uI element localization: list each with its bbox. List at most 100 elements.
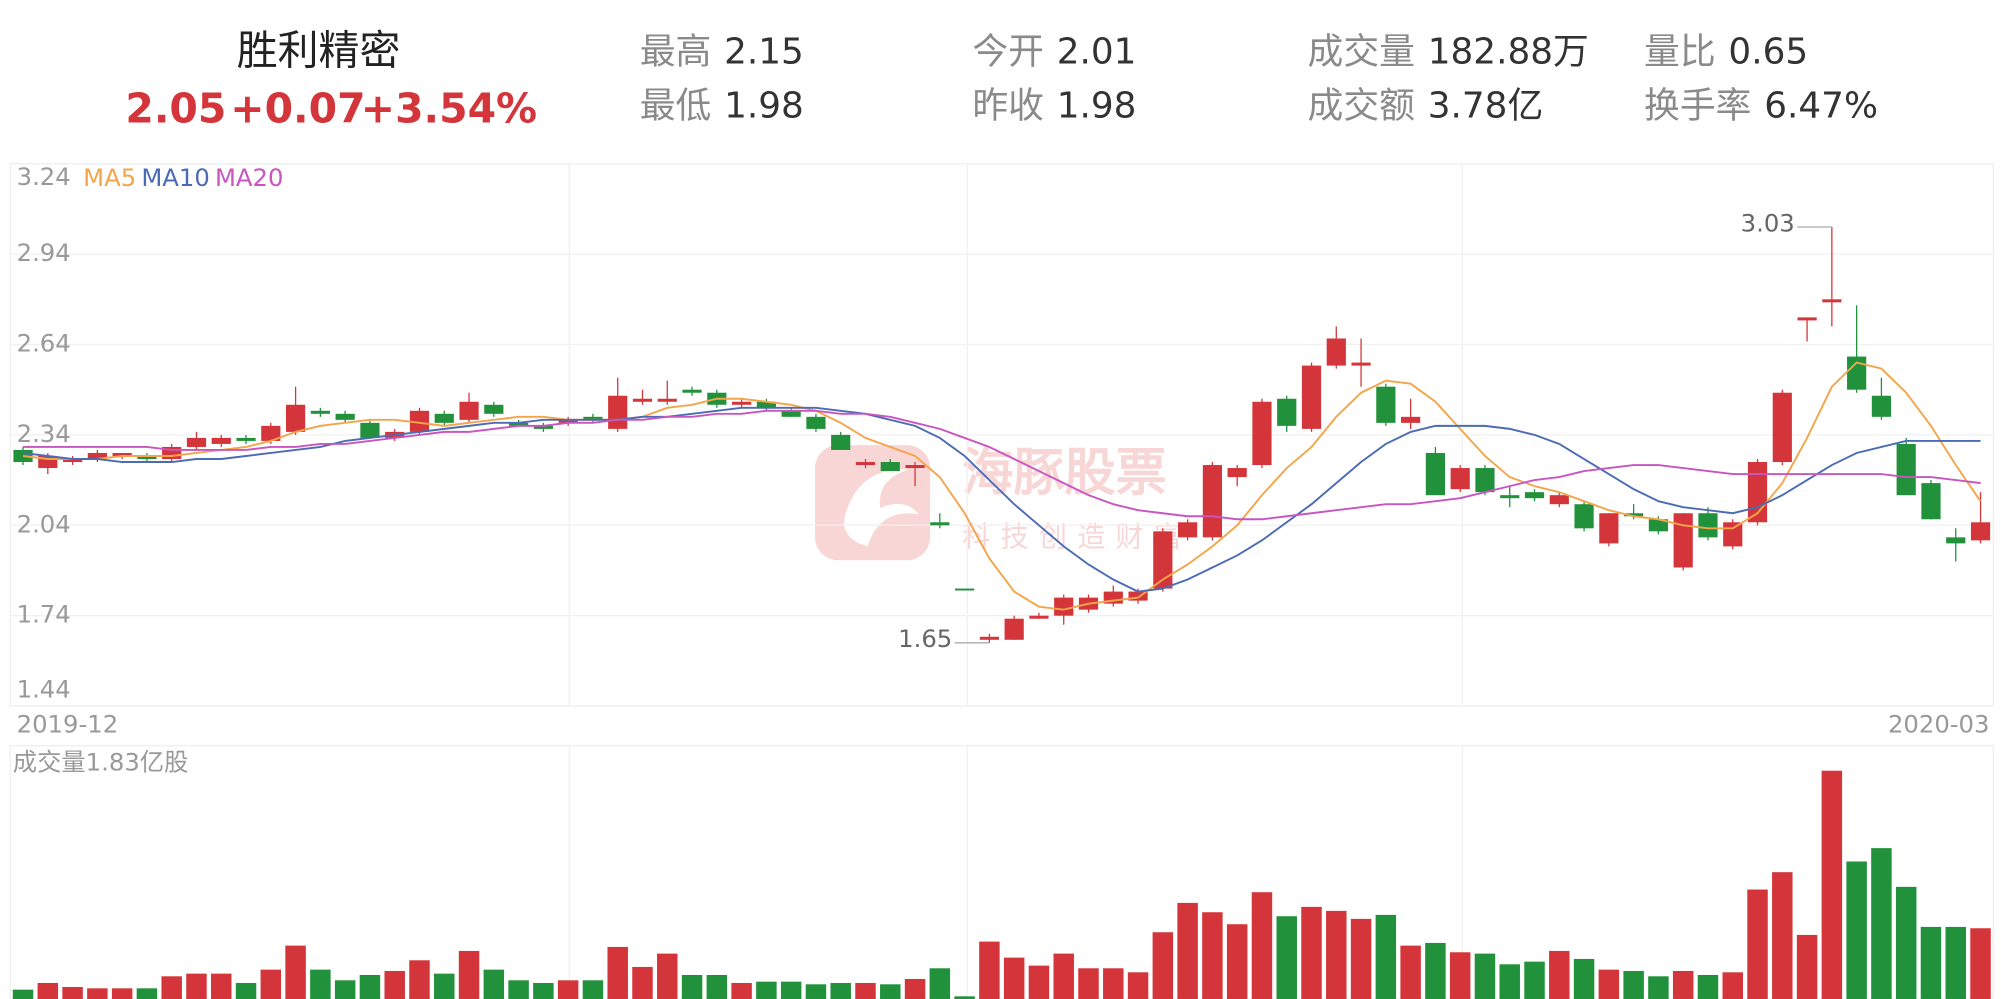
- volume-bar: [1772, 872, 1793, 999]
- candle-body: [335, 413, 355, 420]
- volume-bar: [756, 981, 777, 999]
- volume-bar: [260, 969, 282, 999]
- volume-bar: [1474, 953, 1496, 999]
- volume-bar: [1524, 961, 1545, 999]
- candle-body: [459, 401, 479, 420]
- legend-entry: MA5: [83, 163, 136, 192]
- watermark-subtitle: 科技创造财富: [962, 521, 1192, 554]
- watermark: 海豚股票 科技创造财富: [814, 444, 1192, 561]
- volume-bar: [235, 982, 257, 999]
- candle-body: [484, 404, 504, 414]
- candle-body: [137, 455, 157, 460]
- volume-bar: [1970, 928, 1991, 999]
- candle-body: [1970, 522, 1991, 541]
- volume-bar: [929, 968, 951, 999]
- candle-body: [1946, 537, 1966, 544]
- candle-body: [855, 462, 876, 466]
- volume-bar: [1672, 970, 1694, 999]
- candle-body: [880, 462, 900, 472]
- stat-value: 2.01: [1057, 32, 1137, 73]
- volume-bar: [1326, 910, 1347, 999]
- volume-bar: [1648, 976, 1669, 999]
- volume-bar: [409, 960, 430, 999]
- candle-body: [1425, 452, 1445, 496]
- volume-bar: [310, 969, 331, 999]
- stat-label: 今开: [972, 32, 1044, 73]
- candle-body: [1054, 597, 1074, 616]
- y-tick-label: 2.04: [17, 509, 71, 538]
- stat-label: 昨收: [972, 85, 1044, 126]
- candle-body: [632, 398, 653, 402]
- stat-label: 成交量: [1308, 32, 1415, 73]
- candle-body: [608, 395, 628, 429]
- stat-label: 量比: [1644, 32, 1716, 73]
- candle-body: [930, 522, 950, 526]
- volume-bar: [1697, 974, 1719, 999]
- volume-bar: [1127, 972, 1149, 999]
- stat-value: 6.47%: [1764, 85, 1878, 126]
- volume-bar: [1598, 969, 1620, 999]
- volume-bar: [62, 986, 83, 999]
- volume-bar: [12, 989, 34, 999]
- stock-name: 胜利精密: [237, 27, 401, 75]
- watermark-title: 海豚股票: [962, 444, 1167, 503]
- stat-value: 1.98: [1057, 85, 1137, 126]
- candle-body: [682, 389, 702, 393]
- volume-bar: [1103, 968, 1124, 999]
- price: 2.05: [125, 84, 226, 132]
- volume-panel: [9, 745, 1994, 999]
- volume-bar: [880, 984, 901, 999]
- stat-value: 182.88万: [1428, 32, 1589, 73]
- volume-bar: [211, 973, 232, 999]
- candle-body: [1524, 492, 1545, 499]
- candle-body: [1202, 465, 1222, 538]
- volume-bar: [1276, 916, 1297, 999]
- volume-bar: [830, 982, 851, 999]
- volume-bar: [1573, 958, 1595, 999]
- volume-bar: [904, 978, 926, 999]
- volume-bar: [1028, 965, 1050, 999]
- volume-bar: [805, 984, 827, 999]
- candle-body: [1376, 386, 1396, 423]
- candle-body: [112, 452, 132, 456]
- candle-body: [1896, 443, 1916, 496]
- volume-bar: [557, 980, 579, 999]
- legend-entry: MA10: [141, 163, 210, 192]
- volume-bar: [483, 969, 505, 999]
- candle-body: [1500, 495, 1520, 499]
- candle-body: [955, 588, 975, 591]
- candle-body: [1648, 519, 1669, 532]
- volume-bar: [1920, 926, 1942, 999]
- candle-body: [831, 434, 851, 450]
- candle-body: [781, 410, 801, 417]
- x-label: 2019-12: [17, 709, 119, 738]
- volume-bar: [1350, 918, 1372, 999]
- volume-bar: [706, 974, 728, 999]
- y-tick-label: 2.34: [17, 419, 71, 448]
- stat-label: 最高: [640, 32, 712, 73]
- volume-bar: [1846, 861, 1867, 999]
- ma-line: [22, 406, 1981, 593]
- ma-line: [23, 409, 1981, 521]
- change-pct: +3.54%: [361, 84, 537, 132]
- volume-bar: [285, 945, 306, 999]
- candle-body: [1301, 365, 1322, 429]
- candle-body: [186, 437, 207, 447]
- volume-bar: [632, 966, 653, 999]
- candle-body: [509, 422, 529, 426]
- volume-bar: [1202, 912, 1223, 999]
- candle-body: [211, 437, 231, 444]
- volume-bar: [1871, 848, 1892, 999]
- volume-bar: [1945, 926, 1966, 999]
- volume-label: 成交量1.83亿股: [13, 748, 189, 777]
- volume-bar: [1821, 770, 1843, 999]
- volume-bar: [954, 996, 975, 999]
- volume-bar: [533, 982, 554, 999]
- candle-body: [1599, 513, 1619, 544]
- candle-body: [236, 437, 256, 441]
- volume-bar: [1895, 886, 1917, 999]
- volume-bar: [1375, 914, 1397, 999]
- annotation: 3.03: [1741, 208, 1795, 237]
- volume-bar: [1449, 952, 1471, 999]
- volume-bar: [1177, 902, 1198, 999]
